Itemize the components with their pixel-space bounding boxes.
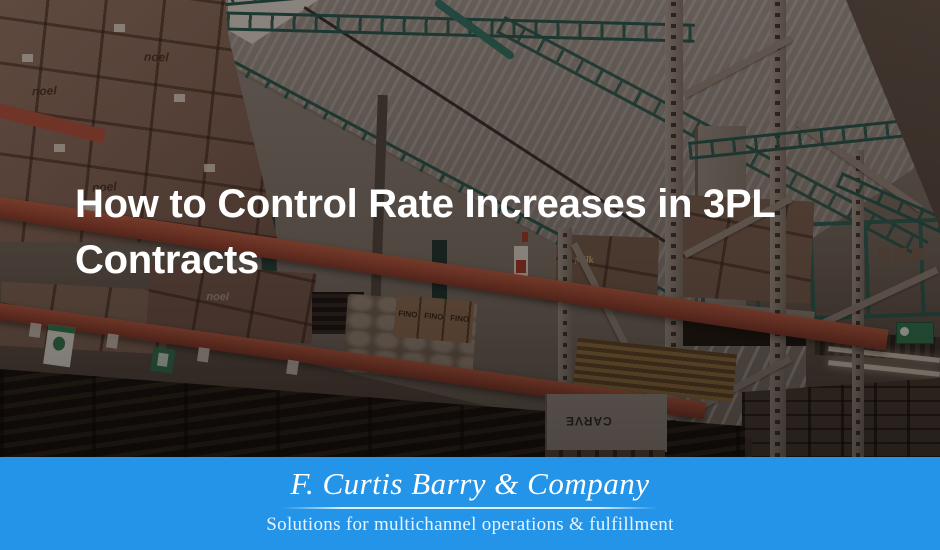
title-line-1: How to Control Rate Increases in 3PL — [75, 182, 776, 226]
page-title: How to Control Rate Increases in 3PL Con… — [75, 176, 776, 288]
dark-overlay — [0, 0, 940, 457]
brand-footer: F. Curtis Barry & Company Solutions for … — [0, 457, 940, 550]
company-name: F. Curtis Barry & Company — [290, 466, 650, 501]
warehouse-photo: Milk noel FINO FINO FINO — [0, 0, 940, 457]
divider-line — [282, 507, 658, 509]
title-line-2: Contracts — [75, 238, 259, 282]
company-tagline: Solutions for multichannel operations & … — [266, 514, 674, 535]
